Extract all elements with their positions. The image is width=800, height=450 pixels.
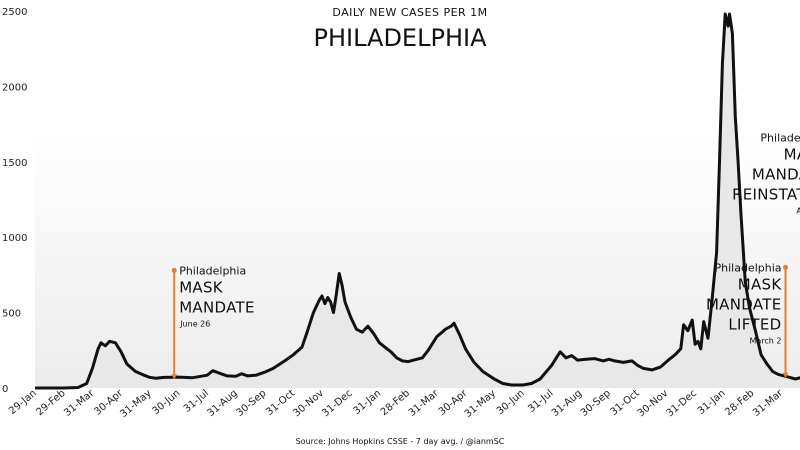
- annotation-dot: [171, 267, 177, 273]
- annotation-text: Philadelphia: [179, 264, 246, 277]
- annotation-text: Philadelphia: [714, 261, 781, 274]
- annotation-arrow-icon: [171, 374, 178, 380]
- annotation-text: MASK: [738, 275, 783, 293]
- chart-source: Source: Johns Hopkins CSSE - 7 day avg. …: [296, 437, 505, 446]
- y-tick-label: 2000: [2, 82, 27, 93]
- y-tick-label: 1500: [2, 158, 27, 169]
- x-tick-label: 30-Nov: [636, 388, 671, 420]
- x-tick-label: 31-Jan: [696, 388, 728, 417]
- annotation-arrow-icon: [782, 372, 789, 378]
- series-line: [35, 12, 800, 390]
- y-axis: 0 500 1000 1500 2000 2500: [2, 7, 27, 395]
- y-tick-label: 1000: [2, 233, 27, 244]
- annotation-dot: [783, 264, 789, 270]
- x-tick-label: 31-Jan: [352, 388, 384, 417]
- x-tick-label: 31-Dec: [665, 388, 699, 419]
- annotation-text: MASK: [179, 278, 224, 296]
- plot-area: [35, 12, 800, 390]
- annotation-text: Philadelphia: [760, 132, 800, 145]
- y-tick-label: 2500: [2, 7, 27, 18]
- x-tick-label: 30-Sep: [235, 388, 269, 419]
- x-tick-label: 31-May: [463, 388, 498, 420]
- x-tick-label: 30-Nov: [291, 388, 326, 420]
- annotation-text: MASK: [784, 146, 800, 164]
- annotation-date: April 18: [796, 207, 800, 216]
- plot-background: [35, 131, 800, 388]
- x-tick-label: 30-Jun: [495, 388, 527, 417]
- annotation-date: June 26: [179, 319, 210, 328]
- chart-subtitle: DAILY NEW CASES PER 1M: [332, 6, 487, 19]
- chart-title: PHILADELPHIA: [314, 24, 488, 52]
- x-tick-label: 28-Feb: [379, 388, 412, 418]
- annotation-text: MANDATE: [179, 298, 255, 316]
- x-tick-label: 28-Feb: [723, 388, 756, 418]
- annotation-text: LIFTED: [728, 315, 781, 333]
- annotation-text: MANDATE: [706, 295, 782, 313]
- annotation-text: MANDATE: [752, 166, 800, 184]
- x-tick-label: 31-Mar: [751, 387, 786, 419]
- annotation-text: REINSTATED: [732, 186, 800, 204]
- x-tick-label: 31-Dec: [320, 388, 354, 419]
- x-tick-label: 31-Aug: [205, 388, 239, 419]
- x-tick-label: 30-Jun: [150, 388, 182, 417]
- x-tick-label: 31-Mar: [62, 387, 97, 419]
- x-tick-label: 29-Feb: [34, 388, 67, 418]
- x-tick-label: 29-Jan: [7, 388, 39, 417]
- y-tick-label: 500: [2, 309, 21, 320]
- x-tick-label: 31-May: [118, 388, 153, 420]
- x-tick-label: 31-Mar: [407, 387, 442, 419]
- x-tick-label: 31-Aug: [550, 388, 584, 419]
- x-tick-label: 30-Sep: [579, 388, 613, 419]
- y-tick-label: 0: [2, 384, 8, 395]
- annotation-date: March 2: [749, 336, 781, 345]
